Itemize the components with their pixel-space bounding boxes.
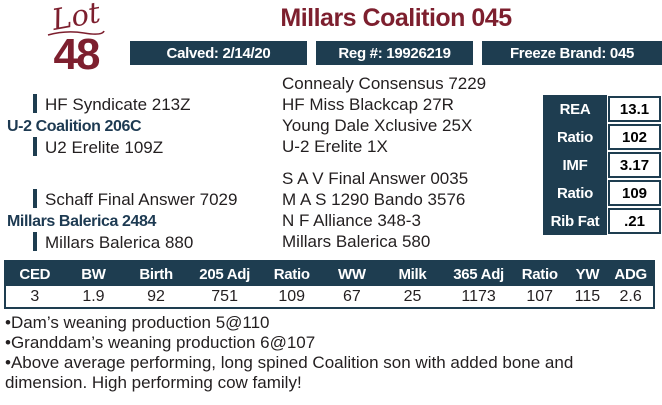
ancestor-name: N F Alliance 348-3 [282, 211, 421, 230]
ancestor-name: HF Miss Blackcap 27R [282, 95, 454, 114]
freeze-brand-banner: Freeze Brand: 045 [482, 41, 662, 65]
dam-dam-name: Millars Balerica 880 [45, 233, 194, 252]
stat-label: Ratio [543, 179, 607, 207]
table-value: 115 [574, 287, 601, 305]
ancestor-name: Young Dale Xclusive 25X [282, 116, 473, 135]
column-header: Ratio [273, 265, 310, 283]
table-value: 1173 [461, 287, 496, 305]
dam-sire-name: Schaff Final Answer 7029 [45, 190, 238, 209]
banner-row: Calved: 2/14/20 Reg #: 19926219 Freeze B… [130, 41, 662, 65]
sire-sire-line: HF Syndicate 213Z [33, 94, 191, 115]
carcass-stats-box: REA 13.1 Ratio 102 IMF 3.17 Ratio 109 Ri… [543, 95, 661, 235]
ancestor-name: M A S 1290 Bando 3576 [282, 190, 466, 209]
table-value: 109 [278, 287, 306, 305]
ancestor-name: Millars Balerica 580 [282, 232, 431, 251]
notes-section: Dam’s weaning production 5@110 Granddam’… [5, 313, 655, 393]
table-value: 25 [403, 287, 422, 305]
table-value: 3 [30, 287, 40, 305]
table-value: 107 [526, 287, 554, 305]
dam-dam-line: Millars Balerica 880 [33, 232, 193, 253]
column-header: YW [575, 265, 600, 283]
sire-ancestors-column: Connealy Consensus 7229 HF Miss Blackcap… [282, 73, 486, 157]
column-header: WW [337, 265, 366, 283]
note-line: Above average performing, long spined Co… [5, 353, 655, 393]
ancestor-name: Connealy Consensus 7229 [282, 74, 487, 93]
stat-value: 13.1 [608, 96, 661, 122]
column-header: 365 Adj [453, 265, 504, 283]
ancestor-name: S A V Final Answer 0035 [282, 169, 469, 188]
column-header: Birth [139, 265, 173, 283]
table-value: 2.6 [619, 287, 642, 305]
sire-name: U-2 Coalition 206C [7, 118, 142, 135]
note-line: Dam’s weaning production 5@110 [5, 313, 655, 333]
dam-sire-line: Schaff Final Answer 7029 [33, 189, 237, 210]
stat-label: IMF [543, 151, 607, 179]
stat-row: Rib Fat .21 [543, 207, 661, 235]
stat-label: Ratio [543, 123, 607, 151]
pedigree-bracket-bar [33, 137, 37, 156]
sire-dam-name: U2 Erelite 109Z [45, 138, 164, 157]
column-header: ADG [614, 265, 647, 283]
column-header: Ratio [521, 265, 558, 283]
column-header: Milk [398, 265, 427, 283]
table-value: 751 [211, 287, 238, 305]
performance-table-values: 3 1.9 92 751 109 67 25 1173 107 115 2.6 [6, 286, 653, 307]
stat-label: Rib Fat [543, 207, 607, 235]
stat-row: Ratio 109 [543, 179, 661, 207]
lot-block: Lot 48 [33, 0, 119, 79]
stat-row: IMF 3.17 [543, 151, 661, 179]
stat-value: 102 [608, 124, 661, 150]
stat-label: REA [543, 95, 607, 123]
calved-banner: Calved: 2/14/20 [130, 41, 307, 65]
stat-value: 3.17 [608, 152, 661, 178]
stat-value: 109 [608, 180, 661, 206]
page-title: Millars Coalition 045 [280, 4, 512, 32]
pedigree-bracket-bar [33, 189, 37, 208]
performance-table: CED BW Birth 205 Adj Ratio WW Milk 365 A… [4, 260, 655, 309]
sire-sire-name: HF Syndicate 213Z [45, 95, 191, 114]
lot-underline-flourish [47, 30, 105, 36]
ancestor-name: U-2 Erelite 1X [282, 137, 388, 156]
note-line: Granddam’s weaning production 6@107 [5, 333, 655, 353]
lot-script-label: Lot [49, 0, 103, 37]
sire-dam-line: U2 Erelite 109Z [33, 137, 163, 158]
stat-row: REA 13.1 [543, 95, 661, 123]
column-header: 205 Adj [199, 265, 250, 283]
dam-ancestors-column: S A V Final Answer 0035 M A S 1290 Bando… [282, 168, 468, 252]
pedigree-bracket-bar [33, 94, 37, 113]
stat-value: .21 [608, 208, 661, 234]
performance-table-header: CED BW Birth 205 Adj Ratio WW Milk 365 A… [6, 262, 653, 286]
dam-name: Millars Balerica 2484 [7, 213, 157, 230]
table-value: 1.9 [82, 287, 105, 305]
table-value: 67 [342, 287, 361, 305]
stat-row: Ratio 102 [543, 123, 661, 151]
pedigree-bracket-bar [33, 232, 37, 251]
reg-number-banner: Reg #: 19926219 [316, 41, 473, 65]
lot-number: 48 [53, 30, 101, 79]
column-header: CED [19, 265, 51, 283]
table-value: 92 [147, 287, 165, 305]
column-header: BW [81, 265, 106, 283]
